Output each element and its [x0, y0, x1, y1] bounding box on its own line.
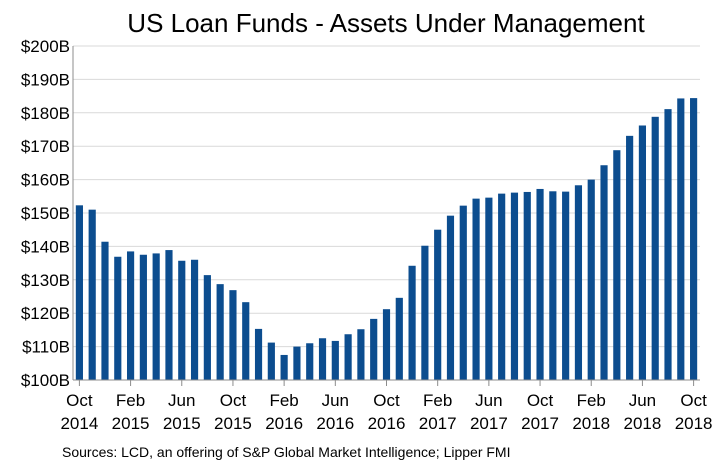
y-tick-label: $160B: [21, 171, 70, 190]
bar: [75, 205, 83, 380]
x-tick-label-year: 2016: [368, 414, 406, 433]
x-tick-label-month: Jun: [629, 391, 656, 410]
x-tick-label-year: 2018: [572, 414, 610, 433]
bar: [472, 198, 480, 380]
y-tick-label: $190B: [21, 70, 70, 89]
x-tick-label-month: Jun: [168, 391, 195, 410]
bar: [229, 290, 237, 380]
bar: [664, 109, 672, 380]
bar: [293, 346, 301, 380]
x-tick-label-month: Oct: [220, 391, 247, 410]
bar: [498, 193, 506, 380]
bar: [165, 250, 173, 380]
bar: [446, 215, 455, 380]
x-tick-label-month: Jun: [475, 391, 502, 410]
bar: [574, 185, 583, 380]
bar: [139, 254, 147, 380]
loan-funds-chart: US Loan Funds - Assets Under Management …: [21, 8, 713, 433]
bar: [395, 297, 403, 380]
x-tick-label-year: 2018: [675, 414, 713, 433]
y-tick-label: $120B: [21, 304, 70, 323]
bar: [459, 205, 467, 380]
bar: [638, 125, 647, 380]
bar: [587, 179, 595, 380]
bar: [344, 334, 352, 380]
bar: [114, 256, 122, 380]
x-axis-labels: Oct 2014 Feb 2015 Jun 2015 Oct 2015 Feb 2016 Jun 20…: [60, 391, 712, 433]
bar: [254, 328, 263, 380]
bar: [280, 354, 288, 380]
x-tick-label-year: 2017: [470, 414, 508, 433]
x-axis: [72, 46, 700, 386]
bar: [408, 265, 416, 380]
bar: [651, 116, 659, 381]
bar: [178, 260, 186, 380]
y-axis-labels: $100B $110B $120B $130B $140B $150B $160B $170B…: [21, 37, 70, 390]
bar: [357, 329, 365, 380]
bar: [203, 275, 211, 380]
bar: [216, 284, 224, 380]
bar: [549, 191, 557, 380]
bar: [434, 229, 442, 380]
x-tick-label-year: 2018: [624, 414, 662, 433]
x-tick-label-year: 2015: [112, 414, 150, 433]
y-tick-label: $200B: [21, 37, 70, 56]
x-tick-label-month: Oct: [373, 391, 400, 410]
bar: [101, 241, 109, 380]
x-tick-label-year: 2014: [60, 414, 98, 433]
bar: [600, 165, 608, 380]
y-tick-label: $140B: [21, 237, 70, 256]
x-tick-label-month: Feb: [116, 391, 145, 410]
bar: [562, 191, 570, 380]
source-note: Sources: LCD, an offering of S&P Global …: [62, 444, 511, 460]
bar: [152, 253, 160, 380]
chart-title: US Loan Funds - Assets Under Management: [127, 8, 645, 38]
x-tick-label-year: 2017: [521, 414, 559, 433]
bar: [370, 318, 378, 380]
bar: [613, 150, 621, 380]
x-tick-label-month: Oct: [66, 391, 93, 410]
gridlines: [73, 45, 700, 348]
bar: [382, 309, 391, 380]
bars: [75, 98, 698, 381]
x-tick-label-month: Jun: [322, 391, 349, 410]
x-tick-label-year: 2016: [265, 414, 303, 433]
bar: [318, 338, 327, 380]
bar: [421, 245, 429, 380]
x-tick-label-year: 2015: [214, 414, 252, 433]
bar: [306, 343, 314, 380]
bar: [510, 192, 519, 380]
x-tick-label-month: Feb: [269, 391, 298, 410]
bar: [523, 191, 531, 380]
x-tick-label-month: Feb: [423, 391, 452, 410]
x-tick-label-month: Oct: [680, 391, 707, 410]
x-tick-label-year: 2015: [163, 414, 201, 433]
bar: [88, 209, 96, 380]
y-tick-label: $170B: [21, 137, 70, 156]
x-tick-label-month: Oct: [527, 391, 554, 410]
bar: [690, 98, 698, 380]
bar: [126, 251, 135, 380]
y-tick-label: $180B: [21, 104, 70, 123]
bar: [267, 342, 275, 380]
bar: [536, 188, 544, 380]
bar: [677, 98, 685, 381]
y-tick-label: $100B: [21, 371, 70, 390]
y-tick-label: $110B: [22, 338, 70, 357]
bar: [485, 197, 493, 380]
bar: [190, 259, 199, 380]
bar: [626, 135, 634, 380]
bar: [242, 302, 250, 380]
x-tick-label-year: 2016: [316, 414, 354, 433]
y-tick-label: $150B: [21, 204, 70, 223]
x-tick-label-year: 2017: [419, 414, 457, 433]
bar: [331, 340, 339, 380]
y-tick-label: $130B: [21, 271, 70, 290]
x-tick-label-month: Feb: [577, 391, 606, 410]
